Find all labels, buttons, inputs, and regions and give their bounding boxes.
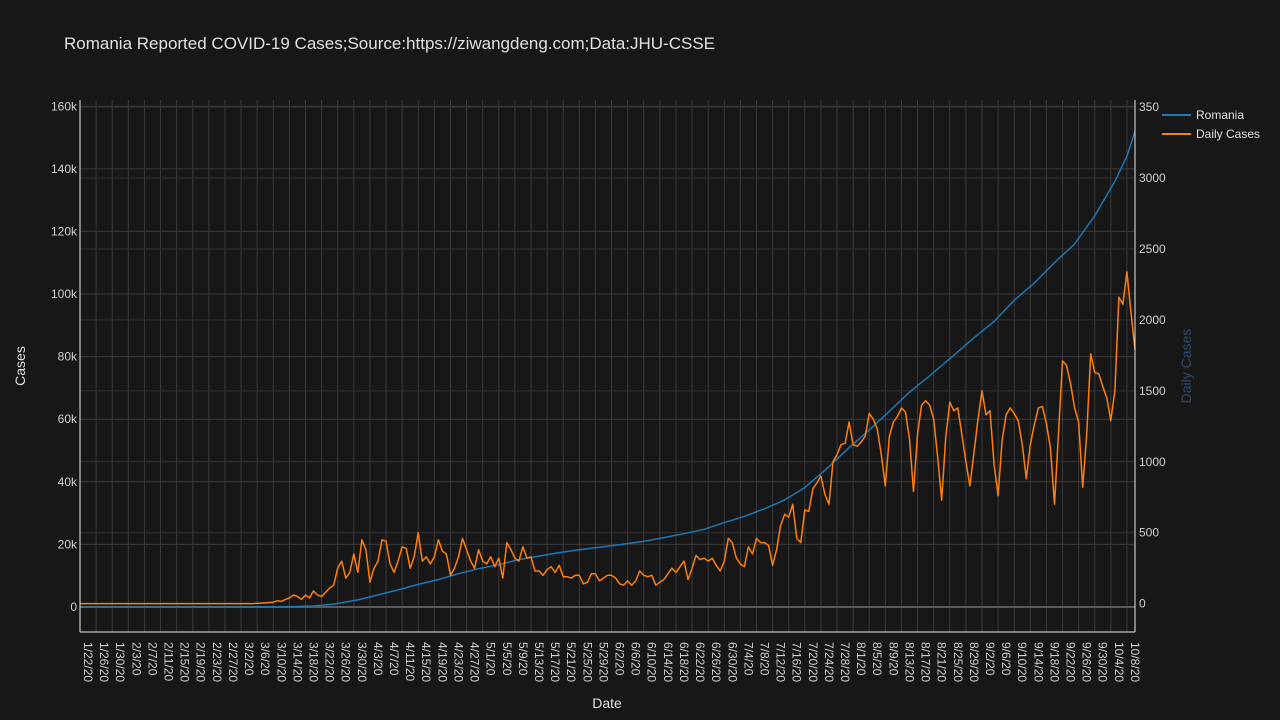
y2-tick-label: 2500 xyxy=(1139,242,1166,256)
x-tick-label: 8/25/20 xyxy=(951,642,965,682)
y-tick-label: 20k xyxy=(58,537,78,551)
x-tick-label: 6/10/20 xyxy=(645,642,659,682)
y2-tick-label: 3000 xyxy=(1139,171,1166,185)
x-tick-label: 1/30/20 xyxy=(113,642,127,682)
y-tick-label: 40k xyxy=(58,475,78,489)
x-tick-label: 5/9/20 xyxy=(516,642,530,676)
x-tick-label: 4/15/20 xyxy=(419,642,433,682)
x-tick-label: 7/8/20 xyxy=(757,642,771,676)
y-tick-label: 120k xyxy=(51,224,78,238)
x-tick-label: 7/12/20 xyxy=(774,642,788,682)
x-tick-label: 10/4/20 xyxy=(1112,642,1126,682)
y-axis-title: Cases xyxy=(12,346,28,386)
x-tick-label: 5/5/20 xyxy=(500,642,514,676)
x-tick-label: 2/15/20 xyxy=(178,642,192,682)
grid-layer xyxy=(79,100,1135,632)
legend-entry[interactable]: Romania xyxy=(1196,108,1244,122)
y2-tick-label: 350 xyxy=(1139,100,1159,114)
x-tick-label: 5/13/20 xyxy=(532,642,546,682)
axes-layer: 1/22/20 1/26/20 1/30/20 2/3/20 2/7/20 2/11/20… xyxy=(51,99,1166,682)
x-tick-label: 4/11/20 xyxy=(403,642,417,681)
x-tick-label: 6/30/20 xyxy=(725,642,739,682)
x-tick-label: 9/26/20 xyxy=(1080,642,1094,682)
x-tick-label: 3/14/20 xyxy=(290,642,304,682)
y2-tick-label: 2000 xyxy=(1139,313,1166,327)
x-tick-label: 4/3/20 xyxy=(371,642,385,676)
series-line-romania xyxy=(80,131,1136,608)
x-tick-label: 2/11/20 xyxy=(162,642,176,681)
x-tick-label: 4/23/20 xyxy=(451,642,465,682)
x-tick-label: 7/4/20 xyxy=(741,642,755,676)
x-tick-label: 2/23/20 xyxy=(210,642,224,682)
x-tick-label: 3/2/20 xyxy=(242,642,256,676)
y2-axis-title: Daily Cases xyxy=(1178,329,1194,404)
x-tick-label: 9/2/20 xyxy=(983,642,997,676)
x-tick-label: 1/22/20 xyxy=(81,642,95,682)
x-tick-label: 6/18/20 xyxy=(677,642,691,682)
x-tick-label: 6/26/20 xyxy=(709,642,723,682)
series-layer xyxy=(80,131,1136,608)
y-tick-label: 160k xyxy=(51,99,78,113)
x-tick-label: 7/16/20 xyxy=(790,642,804,682)
x-axis-title: Date xyxy=(592,695,622,711)
y-tick-label: 0 xyxy=(70,600,77,614)
series-line-daily-cases xyxy=(80,270,1136,605)
x-tick-label: 3/10/20 xyxy=(274,642,288,682)
x-tick-label: 3/22/20 xyxy=(323,642,337,682)
y-tick-label: 60k xyxy=(58,412,78,426)
x-tick-label: 6/6/20 xyxy=(629,642,643,676)
x-tick-label: 9/14/20 xyxy=(1031,642,1045,682)
x-tick-label: 9/30/20 xyxy=(1096,642,1110,682)
x-tick-label: 9/10/20 xyxy=(1015,642,1029,682)
x-tick-label: 8/9/20 xyxy=(886,642,900,676)
x-tick-label: 5/25/20 xyxy=(580,642,594,682)
x-tick-label: 7/24/20 xyxy=(822,642,836,682)
x-tick-label: 9/18/20 xyxy=(1047,642,1061,682)
x-tick-label: 2/7/20 xyxy=(145,642,159,676)
x-tick-label: 4/19/20 xyxy=(435,642,449,682)
x-tick-label: 5/17/20 xyxy=(548,642,562,682)
y2-tick-label: 500 xyxy=(1139,526,1159,540)
y2-tick-label: 1000 xyxy=(1139,455,1166,469)
x-tick-label: 2/19/20 xyxy=(194,642,208,682)
x-tick-label: 4/27/20 xyxy=(468,642,482,682)
x-tick-label: 2/27/20 xyxy=(226,642,240,682)
x-tick-label: 8/1/20 xyxy=(854,642,868,676)
x-tick-label: 8/5/20 xyxy=(870,642,884,676)
x-tick-label: 8/13/20 xyxy=(902,642,916,682)
chart-title: Romania Reported COVID-19 Cases;Source:h… xyxy=(64,34,716,53)
y-tick-label: 80k xyxy=(58,350,78,364)
y2-tick-label: 1500 xyxy=(1139,384,1166,398)
x-tick-label: 4/7/20 xyxy=(387,642,401,676)
x-tick-label: 7/28/20 xyxy=(838,642,852,682)
x-tick-label: 2/3/20 xyxy=(129,642,143,676)
x-tick-label: 10/8/20 xyxy=(1128,642,1142,682)
legend-entry[interactable]: Daily Cases xyxy=(1196,127,1260,141)
x-tick-label: 5/29/20 xyxy=(596,642,610,682)
x-tick-label: 8/29/20 xyxy=(967,642,981,682)
x-tick-label: 6/22/20 xyxy=(693,642,707,682)
x-tick-label: 6/2/20 xyxy=(613,642,627,676)
x-tick-label: 6/14/20 xyxy=(661,642,675,682)
x-tick-label: 5/21/20 xyxy=(564,642,578,682)
legend[interactable]: Romania Daily Cases xyxy=(1162,108,1260,141)
x-tick-label: 3/6/20 xyxy=(258,642,272,676)
x-tick-label: 3/26/20 xyxy=(339,642,353,682)
x-tick-label: 7/20/20 xyxy=(806,642,820,682)
x-tick-label: 3/30/20 xyxy=(355,642,369,682)
x-tick-label: 3/18/20 xyxy=(306,642,320,682)
y2-tick-label: 0 xyxy=(1139,597,1146,611)
x-tick-label: 5/1/20 xyxy=(484,642,498,676)
y-tick-label: 140k xyxy=(51,162,78,176)
x-tick-label: 9/6/20 xyxy=(999,642,1013,676)
x-tick-label: 8/21/20 xyxy=(935,642,949,682)
x-tick-label: 8/17/20 xyxy=(919,642,933,682)
y-tick-label: 100k xyxy=(51,287,78,301)
x-tick-label: 9/22/20 xyxy=(1064,642,1078,682)
x-tick-label: 1/26/20 xyxy=(97,642,111,682)
